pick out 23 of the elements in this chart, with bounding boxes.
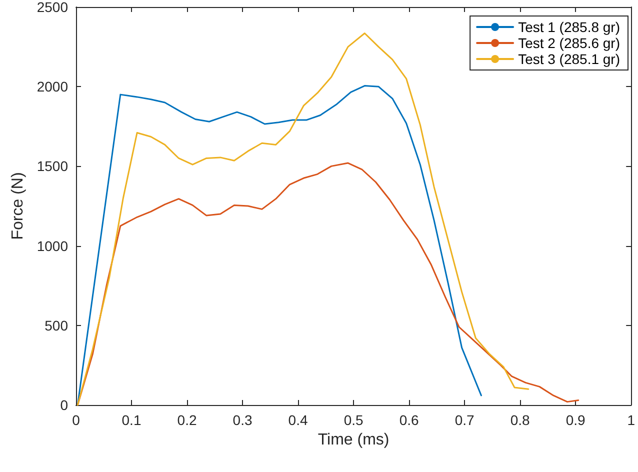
x-tick-label: 1	[627, 412, 636, 428]
x-tick-label: 0.5	[344, 412, 364, 428]
y-tick-label: 1000	[36, 238, 68, 254]
x-tick-label: 0.6	[399, 412, 420, 428]
y-tick-label: 500	[44, 317, 68, 334]
y-tick-label: 2000	[36, 78, 68, 95]
y-tick-label: 1500	[36, 158, 68, 174]
x-tick-label: 0.8	[510, 412, 530, 428]
x-tick-label: 0.7	[454, 412, 475, 428]
x-axis-title: Time (ms)	[318, 431, 390, 448]
legend-label: Test 3 (285.1 gr)	[518, 51, 620, 67]
y-tick-label: 0	[60, 397, 68, 413]
y-axis-title: Force (N)	[9, 172, 26, 240]
x-tick-label: 0.3	[232, 412, 252, 428]
legend-label: Test 2 (285.6 gr)	[518, 35, 620, 51]
x-tick-label: 0.4	[288, 412, 308, 428]
legend-label: Test 1 (285.8 gr)	[518, 19, 620, 35]
x-tick-label: 0.2	[177, 412, 197, 428]
line-series	[76, 85, 482, 406]
y-tick-label: 2500	[36, 0, 68, 15]
x-tick-label: 0.1	[122, 412, 142, 428]
x-tick-label: 0.9	[566, 412, 586, 428]
x-tick-label: 0	[72, 412, 80, 428]
